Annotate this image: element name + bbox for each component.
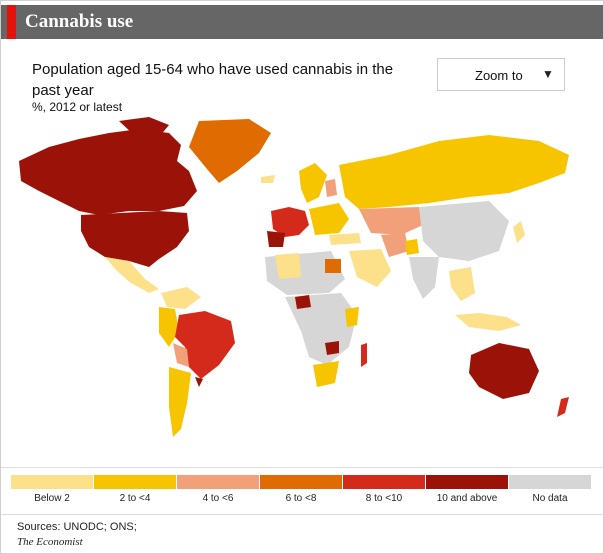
region-baltics[interactable]	[325, 179, 337, 197]
legend-swatch	[11, 475, 93, 489]
region-se-asia[interactable]	[449, 267, 475, 301]
region-australia[interactable]	[469, 343, 539, 399]
zoom-to-dropdown[interactable]: Zoom to ▼	[437, 58, 565, 91]
region-central-africa[interactable]	[285, 293, 357, 365]
region-algeria[interactable]	[275, 253, 301, 279]
region-china[interactable]	[419, 201, 509, 261]
region-middle-east[interactable]	[349, 249, 391, 287]
legend-item-8-to-10[interactable]: 8 to <10	[343, 475, 425, 505]
triangle-down-icon: ▼	[542, 67, 554, 81]
region-greenland[interactable]	[189, 119, 271, 183]
sources-line: Sources: UNODC; ONS;	[17, 521, 137, 533]
region-argentina[interactable]	[169, 367, 191, 437]
zoom-to-label: Zoom to	[475, 68, 523, 83]
legend-label: 4 to <6	[202, 493, 234, 504]
chart-subtitle: %, 2012 or latest	[32, 100, 123, 114]
region-canada[interactable]	[19, 129, 197, 215]
legend-swatch	[260, 475, 342, 489]
sources-publisher: The Economist	[17, 536, 83, 548]
region-iceland[interactable]	[261, 175, 275, 183]
region-russia[interactable]	[339, 135, 569, 209]
region-mexico[interactable]	[105, 257, 159, 293]
region-west-europe[interactable]	[271, 207, 309, 237]
region-arctic-islands[interactable]	[119, 117, 169, 137]
world-map[interactable]	[9, 111, 599, 451]
legend-label: No data	[532, 493, 568, 504]
region-bolivia[interactable]	[173, 343, 189, 367]
legend-item-no-data[interactable]: No data	[509, 475, 591, 505]
region-pakistan[interactable]	[405, 239, 419, 255]
legend-label: 6 to <8	[285, 493, 317, 504]
sources: Sources: UNODC; ONS; The Economist	[17, 520, 137, 550]
legend-item-2-to-4[interactable]: 2 to <4	[94, 475, 176, 505]
region-central-asia[interactable]	[359, 207, 423, 235]
region-colombia[interactable]	[159, 307, 179, 347]
region-scandinavia[interactable]	[299, 163, 327, 203]
region-indonesia[interactable]	[455, 313, 521, 331]
region-egypt[interactable]	[325, 259, 341, 273]
legend-swatch	[426, 475, 508, 489]
divider-top	[1, 467, 603, 468]
legend-item-4-to-6[interactable]: 4 to <6	[177, 475, 259, 505]
legend-label: 10 and above	[436, 493, 498, 504]
legend-label: 2 to <4	[119, 493, 151, 504]
region-south-africa[interactable]	[313, 361, 339, 387]
region-sa-north[interactable]	[161, 287, 201, 309]
region-new-zealand[interactable]	[557, 397, 569, 417]
legend-swatch	[343, 475, 425, 489]
legend-label: 8 to <10	[365, 493, 403, 504]
region-india[interactable]	[409, 257, 439, 299]
legend-item-below-2[interactable]: Below 2	[11, 475, 93, 505]
region-turkey[interactable]	[329, 233, 361, 245]
region-madagascar[interactable]	[361, 343, 367, 367]
header-title: Cannabis use	[25, 11, 134, 32]
region-japan[interactable]	[513, 221, 525, 243]
legend-item-6-to-8[interactable]: 6 to <8	[260, 475, 342, 505]
chart-title: Population aged 15-64 who have used cann…	[32, 61, 394, 99]
region-uruguay[interactable]	[195, 377, 203, 387]
legend-swatch	[509, 475, 591, 489]
region-east-africa[interactable]	[345, 307, 359, 327]
region-iberia[interactable]	[267, 231, 285, 247]
region-iran[interactable]	[381, 233, 409, 257]
header-bar: Cannabis use	[1, 5, 603, 39]
legend-label: Below 2	[34, 493, 70, 504]
legend-swatch	[177, 475, 259, 489]
region-nigeria[interactable]	[295, 295, 311, 309]
region-brazil[interactable]	[175, 311, 235, 379]
legend: Below 2 2 to <4 4 to <6 6 to <8 8 to <10…	[11, 475, 596, 505]
header-accent	[7, 5, 16, 39]
region-east-europe[interactable]	[309, 203, 349, 235]
region-usa[interactable]	[81, 211, 189, 267]
region-zambia[interactable]	[325, 341, 339, 355]
divider-bottom	[1, 514, 603, 515]
legend-swatch	[94, 475, 176, 489]
legend-item-10-and-above[interactable]: 10 and above	[426, 475, 508, 505]
